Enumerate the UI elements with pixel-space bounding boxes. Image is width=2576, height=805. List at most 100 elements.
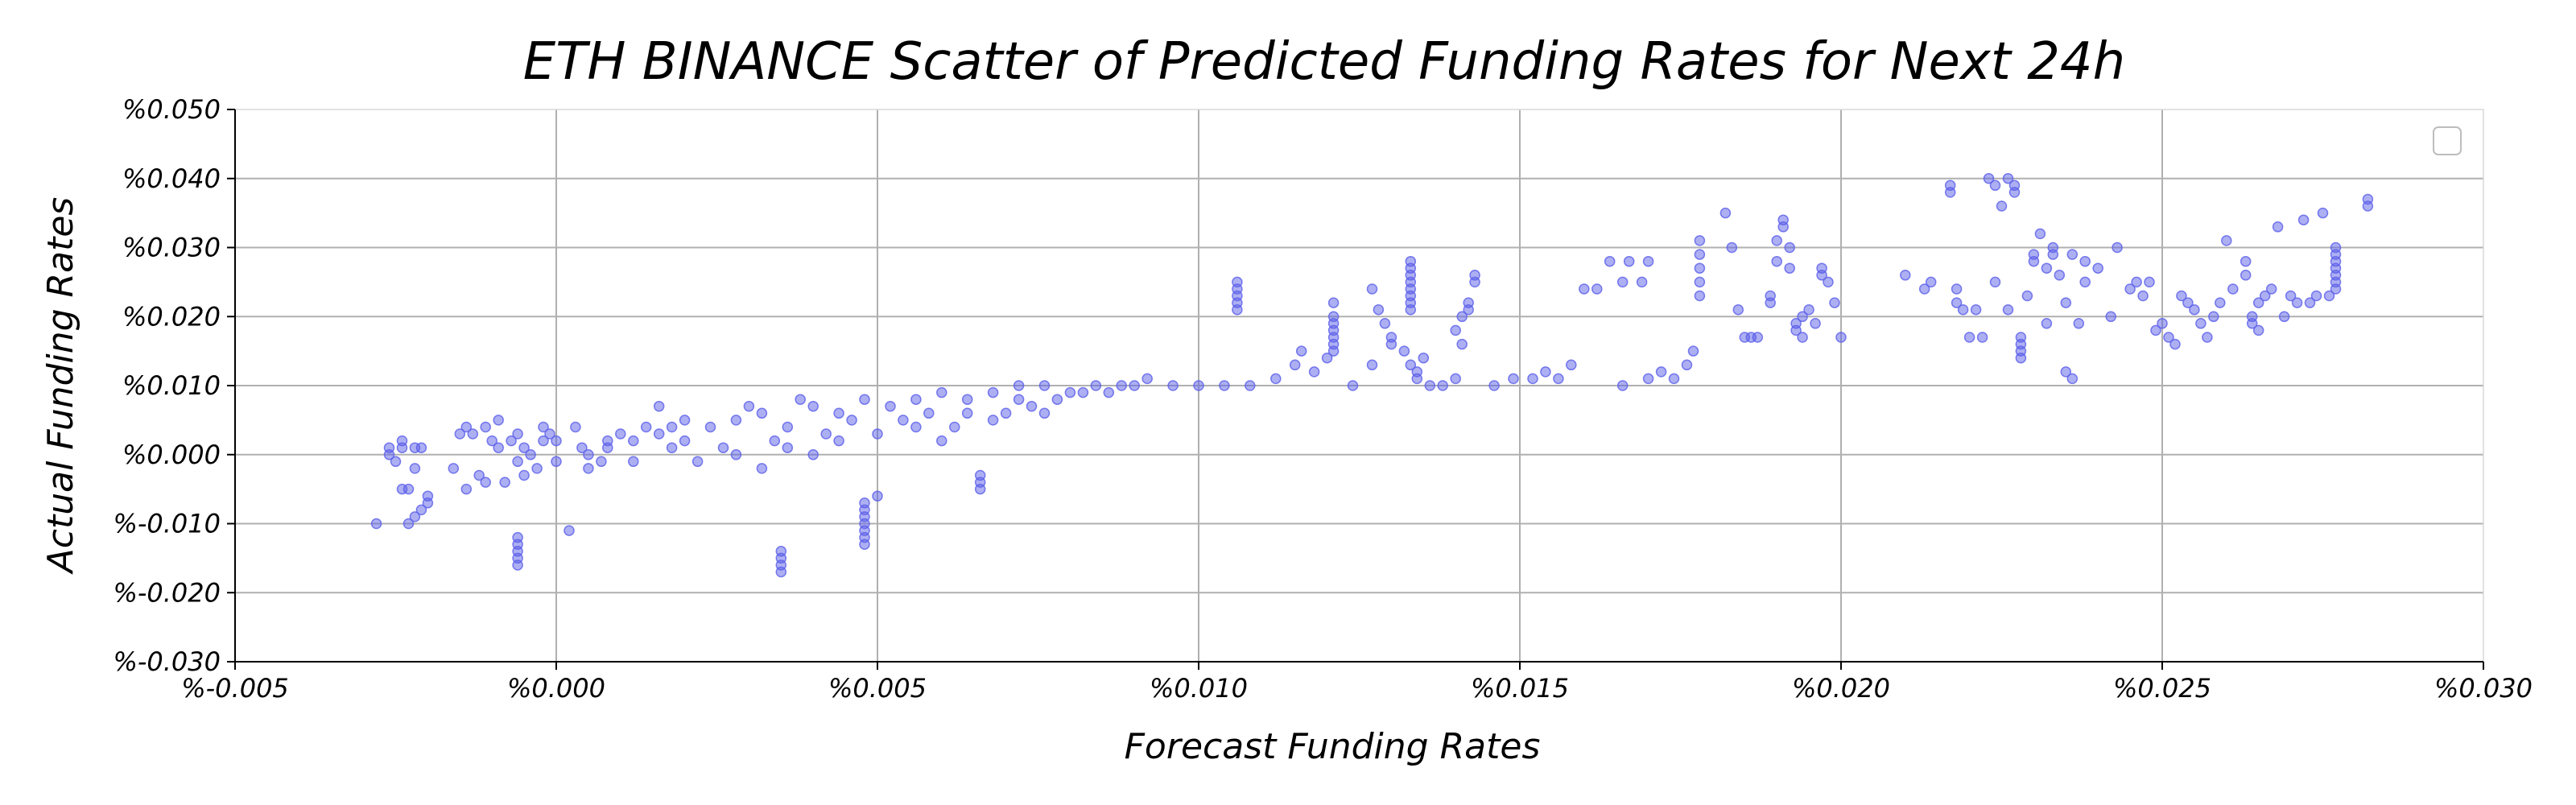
data-point xyxy=(2189,303,2200,316)
data-point xyxy=(1732,303,1744,316)
data-point xyxy=(1026,400,1038,412)
data-point xyxy=(1289,359,1301,371)
data-point xyxy=(1687,345,1699,357)
data-point xyxy=(782,421,794,433)
data-point xyxy=(1366,359,1378,371)
data-point xyxy=(1790,324,1802,336)
data-point xyxy=(1823,276,1834,288)
data-point xyxy=(2157,318,2168,329)
data-point xyxy=(1327,345,1340,357)
data-point xyxy=(409,463,421,474)
data-point xyxy=(987,386,999,398)
data-point xyxy=(2259,290,2271,302)
data-point xyxy=(1405,303,1417,316)
data-point xyxy=(544,428,555,440)
data-point xyxy=(551,435,562,447)
data-point xyxy=(1642,373,1654,385)
data-point xyxy=(512,456,523,468)
data-point xyxy=(1000,407,1012,419)
data-point xyxy=(2176,290,2187,302)
data-point xyxy=(1694,235,1706,246)
data-point xyxy=(460,483,473,495)
data-point xyxy=(2182,297,2194,308)
data-point xyxy=(743,400,755,412)
data-point xyxy=(1411,373,1423,385)
data-point xyxy=(679,435,691,447)
data-point xyxy=(936,386,947,398)
data-point xyxy=(1996,200,2008,212)
data-point xyxy=(1366,283,1378,295)
data-point xyxy=(833,407,844,419)
data-points xyxy=(370,172,2374,578)
data-point xyxy=(898,415,909,426)
data-point xyxy=(2304,297,2316,308)
data-point xyxy=(2246,318,2258,329)
data-point xyxy=(1450,324,1461,336)
data-point xyxy=(2002,303,2014,316)
data-point xyxy=(820,428,832,440)
data-point xyxy=(2066,249,2079,260)
legend-box xyxy=(2433,126,2462,155)
data-point xyxy=(2215,297,2226,308)
chart-title: ETH BINANCE Scatter of Predicted Funding… xyxy=(523,32,2125,92)
data-point xyxy=(2002,172,2014,184)
y-tick-label: %0.020 xyxy=(122,301,221,332)
x-tick-label: %0.025 xyxy=(2113,673,2211,704)
data-point xyxy=(570,421,581,433)
data-point xyxy=(1424,380,1436,391)
data-point xyxy=(833,435,844,447)
data-point xyxy=(467,428,479,440)
data-point xyxy=(2169,338,2181,350)
data-point xyxy=(402,483,415,495)
y-tick-label: %0.040 xyxy=(122,163,221,194)
data-point xyxy=(1668,373,1680,385)
data-point xyxy=(2079,255,2091,267)
x-tick-label: %0.000 xyxy=(507,673,605,704)
data-point xyxy=(1398,345,1410,357)
data-point xyxy=(1405,359,1417,371)
data-point xyxy=(1694,262,1706,274)
data-point xyxy=(506,435,517,447)
data-point xyxy=(2060,366,2072,378)
data-point xyxy=(1810,318,1821,329)
data-point xyxy=(1957,303,1969,316)
data-point xyxy=(2144,276,2155,288)
data-point xyxy=(775,566,787,578)
data-point xyxy=(2285,290,2297,302)
data-point xyxy=(460,421,473,433)
data-point xyxy=(538,421,549,433)
x-tick-label: %-0.005 xyxy=(181,673,289,704)
y-tick-label: %-0.030 xyxy=(113,646,221,677)
data-point xyxy=(885,400,896,412)
data-point xyxy=(936,435,947,447)
data-point xyxy=(1456,338,1468,350)
data-point xyxy=(1527,373,1538,385)
data-point xyxy=(1797,311,1808,323)
data-point xyxy=(1976,332,1988,343)
data-point xyxy=(2195,318,2207,329)
data-point xyxy=(493,442,504,453)
data-point xyxy=(1463,297,1474,308)
data-point xyxy=(551,456,562,468)
data-point xyxy=(402,518,415,530)
data-point xyxy=(1129,380,1140,391)
data-point xyxy=(1232,303,1243,316)
data-point xyxy=(1013,380,1025,391)
data-point xyxy=(1508,373,1519,385)
data-point xyxy=(1918,283,1930,295)
data-point xyxy=(499,477,510,488)
x-tick-label: %0.005 xyxy=(828,673,927,704)
data-point xyxy=(782,442,794,453)
data-point xyxy=(2278,311,2290,323)
data-point xyxy=(1835,332,1847,343)
x-tick-label: %0.015 xyxy=(1471,673,1569,704)
data-point xyxy=(390,456,402,468)
data-point xyxy=(2041,262,2053,274)
data-point xyxy=(2208,311,2219,323)
data-point xyxy=(564,525,575,536)
data-point xyxy=(1951,297,1963,308)
data-point xyxy=(2124,283,2136,295)
data-point xyxy=(1038,380,1051,391)
data-point xyxy=(538,435,549,447)
data-point xyxy=(859,394,870,405)
